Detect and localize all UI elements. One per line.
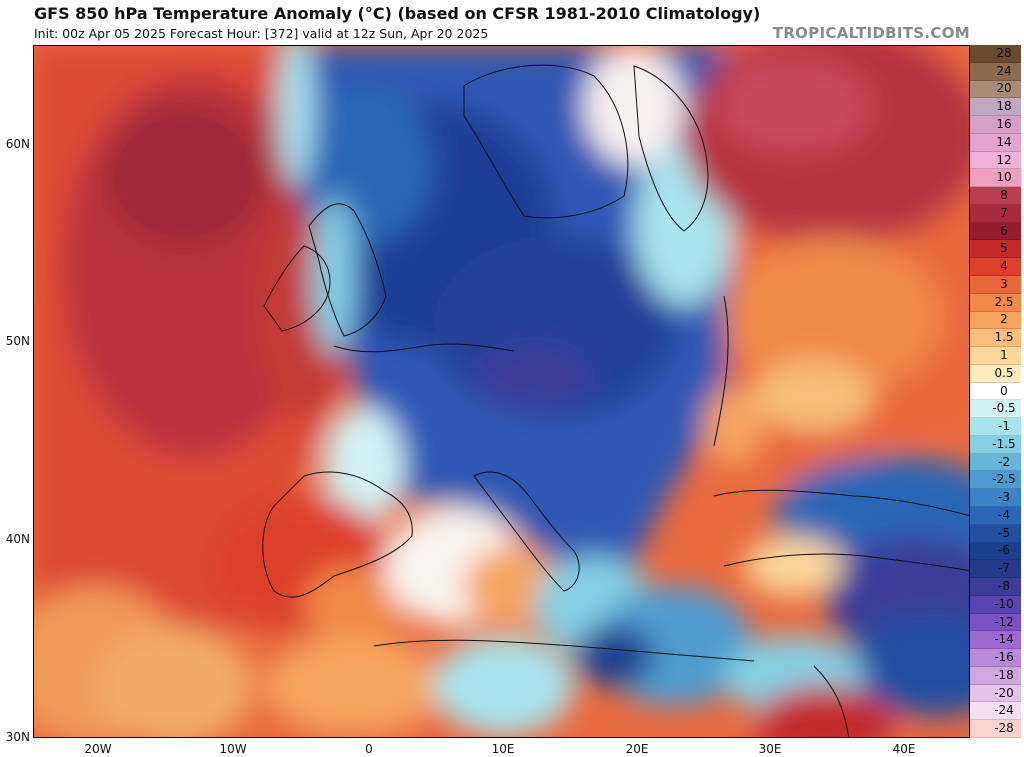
colorbar-swatch: [970, 453, 1021, 472]
colorbar-label: 12: [996, 152, 1012, 167]
colorbar-legend: 28 24 20 18 16 14 12 10 8 7 6 5 4 3 2.5 2 1.5 1 0.5 0 -0.5 -1…: [970, 45, 1021, 738]
colorbar-label: -6: [998, 543, 1010, 558]
map-subtitle: Init: 00z Apr 05 2025 Forecast Hour: [37…: [34, 26, 489, 41]
colorbar-swatch: [970, 169, 1021, 188]
colorbar-label: -1.5: [992, 436, 1016, 451]
colorbar-label: 18: [996, 99, 1012, 114]
colorbar-label: 16: [996, 116, 1012, 131]
colorbar-swatch: [970, 276, 1021, 294]
colorbar-swatch: [970, 204, 1021, 223]
colorbar-swatch: [970, 631, 1021, 650]
lat-label-30n: 30N: [5, 730, 30, 744]
colorbar-swatch: [970, 400, 1021, 419]
colorbar-label: 2: [1000, 312, 1008, 327]
colorbar-swatch: [970, 311, 1021, 330]
colorbar-swatch: [970, 80, 1021, 99]
colorbar-label: 14: [996, 134, 1012, 149]
map-title: GFS 850 hPa Temperature Anomaly (°C) (ba…: [34, 4, 761, 23]
colorbar-label: 7: [1000, 205, 1008, 220]
colorbar-swatch: [970, 222, 1021, 241]
lat-label-60n: 60N: [5, 137, 30, 151]
colorbar-label: 8: [1000, 188, 1008, 203]
colorbar-label: 24: [996, 63, 1012, 78]
colorbar-label: 5: [1000, 241, 1008, 256]
colorbar-swatch: [970, 133, 1021, 152]
colorbar-swatch: [970, 613, 1021, 632]
colorbar-label: -1: [998, 419, 1010, 434]
colorbar-label: -8: [998, 578, 1010, 593]
lon-label-30e: 30E: [758, 742, 782, 756]
colorbar-label: 20: [996, 81, 1012, 96]
colorbar-label: 10: [996, 170, 1012, 185]
colorbar-swatch: [970, 578, 1021, 596]
colorbar-swatch: [970, 471, 1021, 490]
colorbar-swatch: [970, 649, 1021, 667]
colorbar-swatch: [970, 684, 1021, 703]
lat-label-40n: 40N: [5, 532, 30, 546]
colorbar-swatch: [970, 187, 1021, 205]
colorbar-swatch: [970, 258, 1021, 276]
colorbar-label: -18: [994, 667, 1014, 682]
colorbar-label: -5: [998, 525, 1010, 540]
colorbar-label: 4: [1000, 259, 1008, 274]
colorbar-label: -12: [994, 614, 1014, 629]
colorbar-swatch: [970, 595, 1021, 614]
colorbar-label: 2.5: [994, 294, 1014, 309]
colorbar-swatch: [970, 720, 1021, 738]
colorbar-swatch: [970, 382, 1021, 401]
colorbar-label: 28: [996, 45, 1012, 60]
colorbar-label: 0: [1000, 383, 1008, 398]
colorbar-label: -24: [994, 703, 1014, 718]
lon-label-10e: 10E: [491, 742, 515, 756]
colorbar-swatch: [970, 347, 1021, 365]
colorbar-label: -3: [998, 490, 1010, 505]
lon-label-20e: 20E: [625, 742, 649, 756]
colorbar-swatch: [970, 45, 1021, 63]
anomaly-map: [33, 45, 970, 738]
colorbar-label: -20: [994, 685, 1014, 700]
lon-label-0: 0: [365, 742, 373, 756]
lon-label-40e: 40E: [892, 742, 916, 756]
colorbar-swatch: [970, 329, 1021, 348]
colorbar-swatch: [970, 435, 1021, 454]
brand-watermark: TROPICALTIDBITS.COM: [772, 24, 970, 42]
colorbar-label: 1.5: [994, 330, 1014, 345]
colorbar-label: 0.5: [994, 365, 1014, 380]
colorbar-swatch: [970, 240, 1021, 259]
colorbar-label: -28: [994, 721, 1014, 736]
colorbar-swatch: [970, 151, 1021, 170]
colorbar-label: -16: [994, 650, 1014, 665]
colorbar-label: 1: [1000, 347, 1008, 362]
colorbar-label: -0.5: [992, 401, 1016, 416]
colorbar-label: -4: [998, 507, 1010, 522]
colorbar-swatch: [970, 116, 1021, 134]
colorbar-label: -10: [994, 596, 1014, 611]
colorbar-swatch: [970, 702, 1021, 721]
colorbar-swatch: [970, 293, 1021, 312]
colorbar-swatch: [970, 524, 1021, 543]
colorbar-swatch: [970, 507, 1021, 525]
colorbar-swatch: [970, 666, 1021, 685]
colorbar-label: 3: [1000, 276, 1008, 291]
lon-label-20w: 20W: [84, 742, 112, 756]
colorbar-swatch: [970, 62, 1021, 81]
colorbar-swatch: [970, 489, 1021, 507]
colorbar-swatch: [970, 98, 1021, 117]
colorbar-label: 6: [1000, 223, 1008, 238]
lat-label-50n: 50N: [5, 334, 30, 348]
anomaly-field: [34, 46, 969, 737]
colorbar-swatch: [970, 418, 1021, 436]
colorbar-label: -7: [998, 561, 1010, 576]
colorbar-label: -2.5: [992, 472, 1016, 487]
colorbar-label: -14: [994, 632, 1014, 647]
colorbar-label: -2: [998, 454, 1010, 469]
colorbar-swatch: [970, 560, 1021, 579]
lon-label-10w: 10W: [219, 742, 247, 756]
colorbar-swatch: [970, 542, 1021, 561]
colorbar-swatch: [970, 364, 1021, 383]
